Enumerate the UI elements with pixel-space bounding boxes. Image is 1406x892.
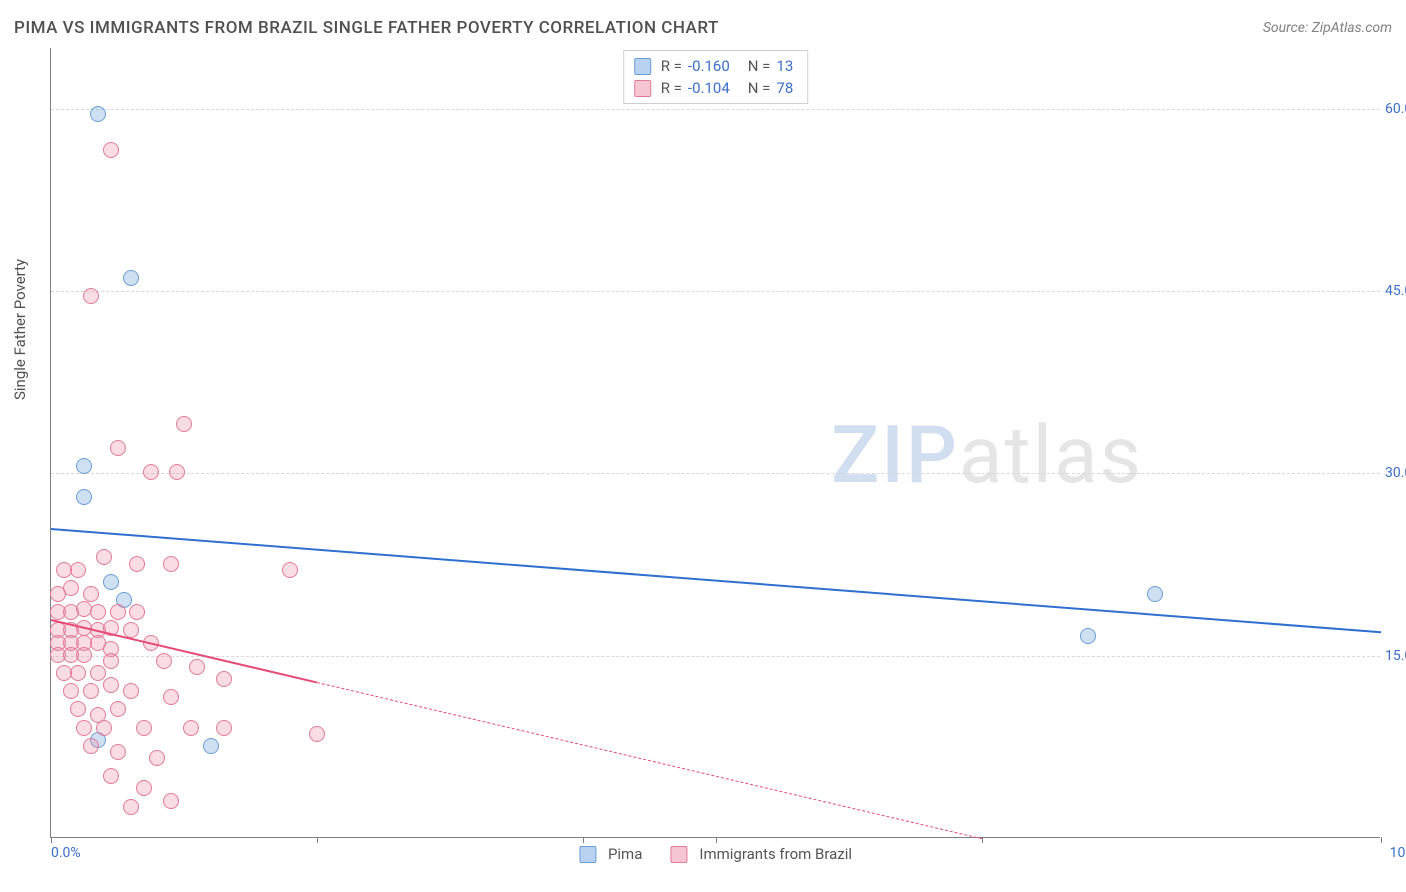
correlation-legend-row: R = -0.104 N =78 bbox=[634, 77, 794, 99]
data-point bbox=[90, 604, 106, 620]
y-tick-label: 15.0% bbox=[1385, 648, 1406, 664]
data-point bbox=[103, 142, 119, 158]
data-point bbox=[83, 288, 99, 304]
data-point bbox=[1080, 628, 1096, 644]
data-point bbox=[103, 653, 119, 669]
trend-line-dashed bbox=[317, 682, 982, 839]
data-point bbox=[129, 556, 145, 572]
correlation-legend: R = -0.160 N =13 R = -0.104 N =78 bbox=[623, 50, 809, 104]
x-axis-max-label: 100.0% bbox=[1390, 845, 1406, 861]
data-point bbox=[96, 720, 112, 736]
watermark-atlas: atlas bbox=[959, 408, 1143, 502]
gridline bbox=[51, 473, 1380, 474]
data-point bbox=[70, 665, 86, 681]
legend-swatch bbox=[634, 80, 651, 97]
data-point bbox=[123, 799, 139, 815]
y-tick-label: 30.0% bbox=[1385, 465, 1406, 481]
data-point bbox=[90, 665, 106, 681]
trend-line bbox=[51, 528, 1381, 633]
x-tick bbox=[1381, 837, 1382, 843]
data-point bbox=[183, 720, 199, 736]
x-tick bbox=[716, 837, 717, 843]
data-point bbox=[110, 701, 126, 717]
data-point bbox=[216, 671, 232, 687]
data-point bbox=[136, 780, 152, 796]
chart-source: Source: ZipAtlas.com bbox=[1263, 20, 1392, 36]
data-point bbox=[163, 793, 179, 809]
x-tick bbox=[317, 837, 318, 843]
data-point bbox=[143, 464, 159, 480]
data-point bbox=[96, 549, 112, 565]
data-point bbox=[203, 738, 219, 754]
y-tick-label: 60.0% bbox=[1385, 101, 1406, 117]
data-point bbox=[309, 726, 325, 742]
data-point bbox=[163, 556, 179, 572]
data-point bbox=[136, 720, 152, 736]
data-point bbox=[149, 750, 165, 766]
data-point bbox=[63, 683, 79, 699]
gridline bbox=[51, 656, 1380, 657]
x-tick bbox=[51, 837, 52, 843]
legend-n-label: N = bbox=[748, 77, 771, 99]
data-point bbox=[163, 689, 179, 705]
data-point bbox=[1147, 586, 1163, 602]
series-legend-item: Pima bbox=[579, 845, 642, 863]
watermark-zip: ZIP bbox=[831, 408, 959, 502]
legend-n-value: 78 bbox=[776, 77, 793, 99]
data-point bbox=[129, 604, 145, 620]
legend-swatch bbox=[670, 846, 687, 863]
data-point bbox=[103, 677, 119, 693]
data-point bbox=[76, 489, 92, 505]
legend-swatch bbox=[579, 846, 596, 863]
x-tick bbox=[583, 837, 584, 843]
data-point bbox=[70, 562, 86, 578]
data-point bbox=[110, 604, 126, 620]
data-point bbox=[169, 464, 185, 480]
data-point bbox=[176, 416, 192, 432]
y-axis-label: Single Father Poverty bbox=[11, 259, 29, 400]
legend-r-value: -0.104 bbox=[688, 77, 730, 99]
correlation-legend-row: R = -0.160 N =13 bbox=[634, 55, 794, 77]
data-point bbox=[76, 720, 92, 736]
series-legend-label: Pima bbox=[608, 845, 642, 863]
data-point bbox=[216, 720, 232, 736]
gridline bbox=[51, 291, 1380, 292]
data-point bbox=[282, 562, 298, 578]
legend-swatch bbox=[634, 58, 651, 75]
y-tick-label: 45.0% bbox=[1385, 283, 1406, 299]
series-legend-label: Immigrants from Brazil bbox=[699, 845, 852, 863]
data-point bbox=[189, 659, 205, 675]
legend-n-value: 13 bbox=[776, 55, 793, 77]
data-point bbox=[110, 440, 126, 456]
legend-r-label: R = bbox=[661, 55, 682, 77]
legend-r-label: R = bbox=[661, 77, 682, 99]
data-point bbox=[76, 458, 92, 474]
chart-header: PIMA VS IMMIGRANTS FROM BRAZIL SINGLE FA… bbox=[14, 18, 1392, 38]
gridline bbox=[51, 109, 1380, 110]
data-point bbox=[76, 647, 92, 663]
data-point bbox=[103, 768, 119, 784]
data-point bbox=[103, 574, 119, 590]
data-point bbox=[83, 738, 99, 754]
legend-n-label: N = bbox=[748, 55, 771, 77]
chart-container: PIMA VS IMMIGRANTS FROM BRAZIL SINGLE FA… bbox=[0, 0, 1406, 892]
legend-r-value: -0.160 bbox=[688, 55, 730, 77]
series-legend-item: Immigrants from Brazil bbox=[670, 845, 852, 863]
x-axis-min-label: 0.0% bbox=[51, 845, 81, 861]
data-point bbox=[83, 683, 99, 699]
data-point bbox=[63, 580, 79, 596]
data-point bbox=[123, 270, 139, 286]
data-point bbox=[83, 586, 99, 602]
data-point bbox=[90, 106, 106, 122]
series-legend: Pima Immigrants from Brazil bbox=[579, 845, 852, 863]
data-point bbox=[156, 653, 172, 669]
data-point bbox=[110, 744, 126, 760]
data-point bbox=[123, 683, 139, 699]
watermark: ZIPatlas bbox=[831, 408, 1143, 502]
plot-area: ZIPatlas R =-0.160N =13R =-0.104N =78 Pi… bbox=[50, 48, 1380, 838]
data-point bbox=[70, 701, 86, 717]
chart-title: PIMA VS IMMIGRANTS FROM BRAZIL SINGLE FA… bbox=[14, 18, 719, 38]
